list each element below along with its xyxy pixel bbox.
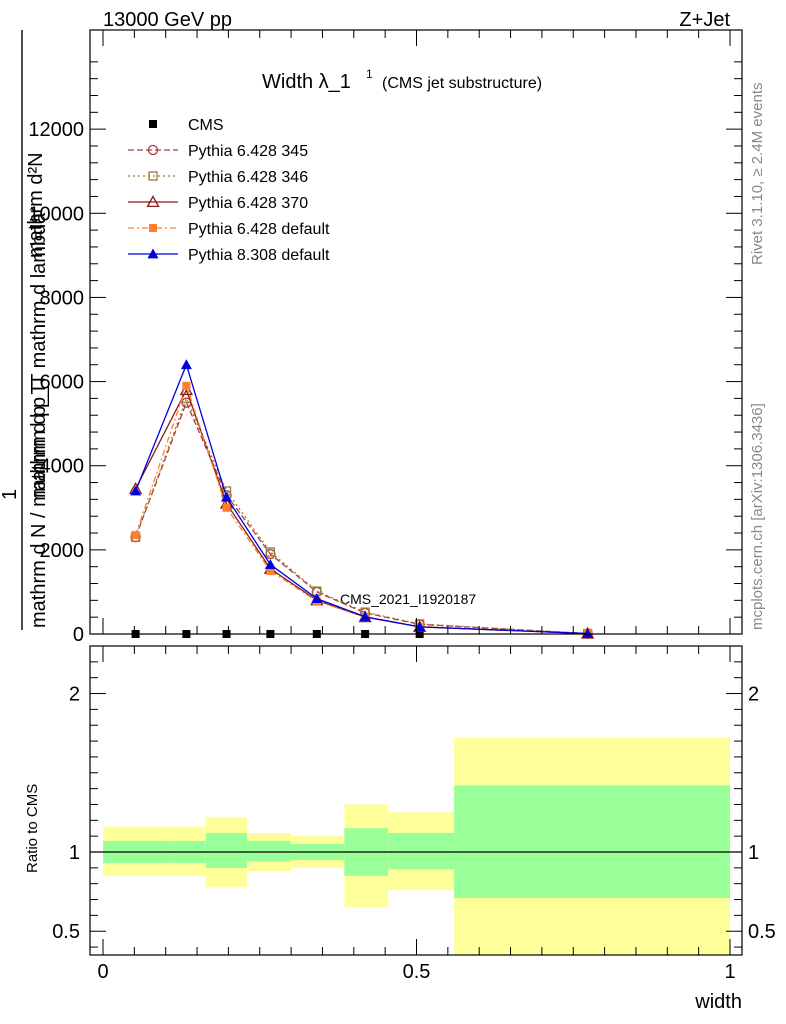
legend-entry-2: Pythia 6.428 346	[128, 169, 308, 186]
y-tick-label: 0	[73, 624, 84, 646]
ratio-bands	[90, 737, 742, 955]
ratio-ylabel: Ratio to CMS	[24, 784, 41, 873]
data-point	[582, 628, 594, 638]
rivet-label: Rivet 3.1.10, ≥ 2.4M events	[749, 83, 766, 266]
data-point	[266, 566, 275, 575]
x-tick-label: 0	[97, 961, 108, 983]
title-superscript: 1	[366, 67, 373, 81]
x-tick-label: 0.5	[403, 961, 431, 983]
legend-marker	[147, 248, 159, 259]
data-point	[221, 491, 233, 502]
y-tick-label: 8000	[40, 287, 85, 309]
chart-title: Width λ_1 1 (CMS jet substructure)	[262, 67, 542, 93]
y-tick-label: 6000	[40, 372, 85, 394]
data-point	[265, 547, 276, 557]
energy-label: 13000 GeV pp	[103, 9, 232, 31]
y-tick-label: 10000	[28, 203, 84, 225]
legend-marker	[147, 144, 159, 156]
data-point	[222, 503, 231, 512]
ratio-tick-label-left: 0.5	[52, 921, 80, 943]
mcplots-label: mcplots.cern.ch [arXiv:1306.3436]	[749, 403, 766, 630]
series-line	[134, 400, 588, 635]
y-tick-label: 4000	[40, 456, 85, 478]
ratio-tick-label-right: 2	[748, 684, 759, 706]
ratio-inner-band	[388, 832, 455, 870]
data-point	[182, 381, 191, 390]
data-point	[180, 359, 192, 370]
legend-entry-5: Pythia 8.308 default	[128, 247, 330, 264]
ratio-tick-label-left: 2	[69, 684, 80, 706]
watermark: CMS_2021_I1920187	[340, 591, 476, 607]
title-main: Width λ_1	[262, 71, 351, 93]
legend-entry-0: CMS	[149, 117, 224, 134]
process-label: Z+Jet	[679, 9, 730, 31]
ratio-tick-label-right: 1	[748, 842, 759, 864]
main-ylabel: mathrm d²N 1 mathrm d p_T mathrm d lambd…	[0, 30, 50, 630]
legend-label: Pythia 6.428 370	[188, 195, 308, 212]
ylabel-top-denominator: mathrm d p_T mathrm d lambda	[28, 212, 50, 498]
y-tick-label: 12000	[28, 119, 84, 141]
ratio-tick-label-right: 0.5	[748, 921, 776, 943]
ratio-inner-band	[247, 840, 292, 862]
ratio-inner-band	[454, 785, 730, 898]
series-5	[130, 359, 594, 638]
data-point	[130, 485, 142, 496]
y-tick-label: 2000	[40, 540, 85, 562]
x-axis-label: width	[694, 991, 742, 1013]
ylabel-bottom-numerator: 1	[0, 489, 21, 500]
data-point	[359, 611, 371, 622]
legend-entry-3: Pythia 6.428 370	[128, 195, 308, 212]
axes-layer: 0 2000 4000 6000 8000 10000 12000 0.5 0.5 1 1 2 2 0 0.…	[28, 29, 776, 983]
legend-marker	[148, 171, 158, 181]
legend-label: CMS	[188, 117, 224, 134]
series-line	[135, 362, 588, 635]
legend-label: Pythia 8.308 default	[188, 247, 330, 264]
legend-marker	[149, 224, 157, 232]
ratio-tick-label-left: 1	[69, 842, 80, 864]
x-tick-label: 1	[724, 961, 735, 983]
ratio-inner-band	[205, 832, 248, 868]
data-point	[131, 531, 140, 540]
ylabel-bottom-denominator: mathrm d N / mathrm d p_T	[28, 382, 50, 628]
data-point	[264, 559, 276, 569]
legend-label: Pythia 6.428 default	[188, 221, 330, 238]
ylabel-top-numerator: mathrm d²N	[25, 152, 47, 258]
legend-label: Pythia 6.428 346	[188, 169, 308, 186]
legend-label: Pythia 6.428 345	[188, 143, 308, 160]
legend: CMS Pythia 6.428 345 Pythia 6.428 346 Pythi…	[128, 117, 330, 264]
legend-marker	[146, 195, 160, 208]
legend-marker	[149, 120, 157, 128]
title-subtitle: (CMS jet substructure)	[382, 75, 542, 92]
legend-entry-1: Pythia 6.428 345	[128, 143, 308, 160]
legend-entry-4: Pythia 6.428 default	[128, 221, 330, 238]
data-point	[311, 593, 323, 604]
